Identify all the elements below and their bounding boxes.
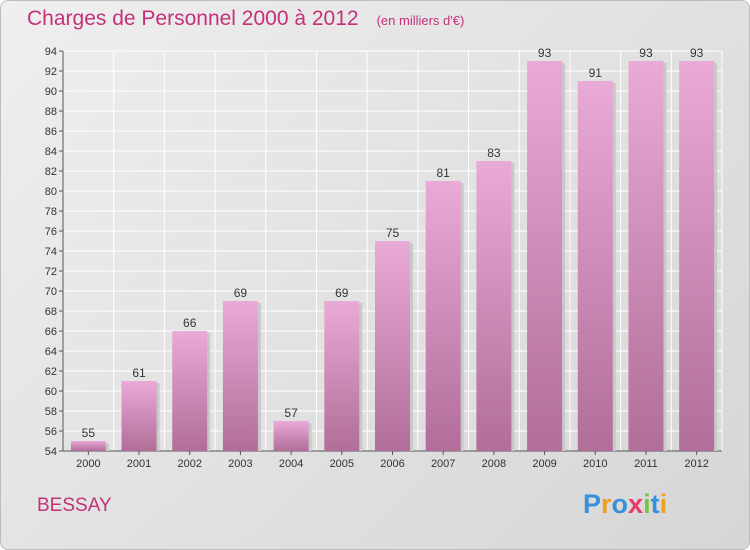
y-tick-label: 62 [45, 366, 57, 378]
y-tick-label: 84 [45, 146, 57, 158]
bar [577, 81, 613, 451]
data-labels: 55 61 66 69 57 69 75 81 83 93 91 93 93 [82, 46, 704, 440]
y-tick-label: 86 [45, 126, 57, 138]
data-label: 61 [132, 366, 146, 380]
data-label: 83 [487, 146, 501, 160]
logo-letter: t [650, 489, 660, 519]
bar [70, 441, 106, 451]
title-row: Charges de Personnel 2000 à 2012 (en mil… [27, 7, 464, 31]
y-tick-label: 54 [45, 446, 57, 458]
y-tick-label: 92 [45, 66, 57, 78]
bar [476, 161, 512, 451]
logo-letter: o [611, 489, 629, 519]
y-tick-label: 88 [45, 106, 57, 118]
bars [70, 61, 718, 451]
y-tick-label: 82 [45, 166, 57, 178]
bar [375, 241, 410, 451]
y-tick-label: 74 [45, 246, 57, 258]
bar [527, 61, 563, 451]
bar [273, 421, 309, 451]
logo-letter: r [601, 489, 612, 519]
y-tick-label: 72 [45, 266, 57, 278]
data-label: 81 [437, 166, 451, 180]
x-tick-label: 2006 [380, 458, 404, 470]
data-label: 69 [335, 286, 349, 300]
y-tick-label: 56 [45, 426, 57, 438]
y-tick-label: 64 [45, 346, 57, 358]
data-label: 66 [183, 316, 197, 330]
logo-letter: P [583, 489, 602, 519]
y-tick-label: 70 [45, 286, 57, 298]
bar [425, 181, 461, 451]
y-tick-label: 76 [45, 226, 57, 238]
y-tick-label: 60 [45, 386, 57, 398]
x-tick-label: 2000 [76, 458, 100, 470]
data-label: 93 [538, 46, 552, 60]
y-tick-label: 68 [45, 306, 57, 318]
x-tick-label: 2001 [127, 458, 151, 470]
data-label: 93 [690, 46, 704, 60]
x-tick-label: 2008 [482, 458, 506, 470]
y-tick-label: 80 [45, 186, 57, 198]
bar [172, 331, 208, 451]
chart-subtitle: (en milliers d'€) [376, 13, 465, 28]
x-tick-label: 2010 [583, 458, 607, 470]
data-label: 69 [234, 286, 248, 300]
bar [222, 301, 258, 451]
x-tick-label: 2004 [279, 458, 303, 470]
bar [121, 381, 157, 451]
logo-letter: i [643, 489, 651, 519]
data-label: 91 [589, 66, 603, 80]
y-tick-label: 78 [45, 206, 57, 218]
chart-title: Charges de Personnel 2000 à 2012 [27, 7, 359, 30]
data-label: 93 [639, 46, 653, 60]
logo-letter: i [659, 489, 668, 519]
data-label: 57 [284, 406, 298, 420]
x-tick-label: 2005 [330, 458, 354, 470]
x-tick-label: 2009 [532, 458, 556, 470]
y-tick-label: 58 [45, 406, 57, 418]
bar [324, 301, 360, 451]
data-label: 75 [386, 226, 400, 240]
y-tick-label: 66 [45, 326, 57, 338]
commune-name: BESSAY [37, 495, 112, 516]
proxiti-logo: Proxiti [583, 489, 667, 520]
data-label: 55 [82, 426, 96, 440]
bar [679, 61, 715, 451]
x-tick-label: 2007 [431, 458, 455, 470]
y-tick-label: 90 [45, 86, 57, 98]
x-tick-label: 2002 [177, 458, 201, 470]
x-tick-label: 2011 [634, 458, 658, 470]
y-tick-label: 94 [45, 46, 57, 58]
bar [628, 61, 664, 451]
x-tick-label: 2012 [684, 458, 708, 470]
x-tick-label: 2003 [228, 458, 252, 470]
logo-letter: x [628, 489, 644, 519]
